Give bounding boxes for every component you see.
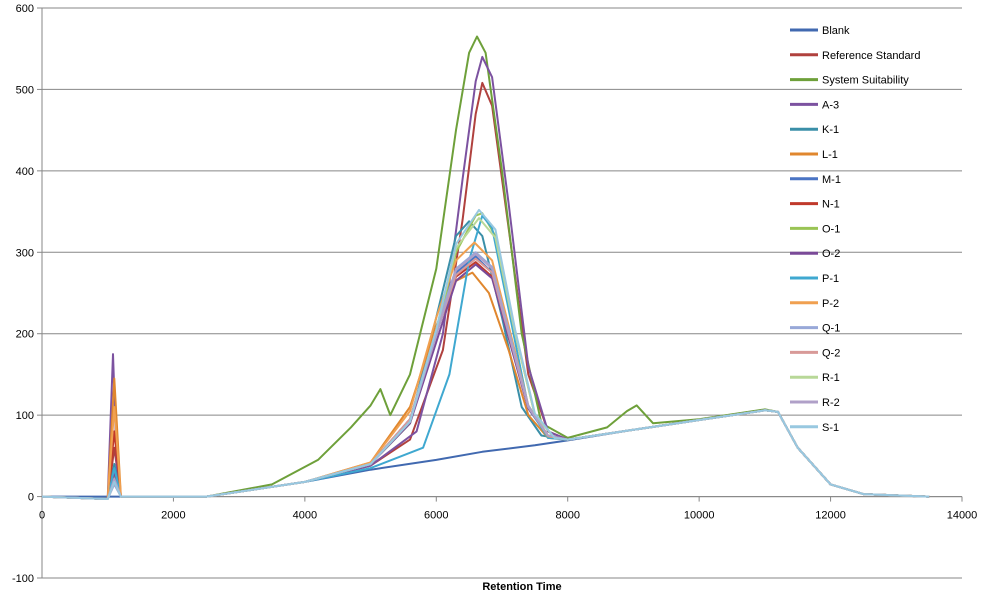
legend-label-m-1: M-1: [822, 174, 841, 186]
series-line-reference-standard: [41, 81, 930, 500]
series-line-q-2: [41, 257, 930, 500]
legend-label-p-1: P-1: [822, 273, 839, 285]
x-tick-label-2: 4000: [293, 510, 317, 522]
y-tick-label-5: 400: [16, 166, 34, 178]
legend-label-l-1: L-1: [822, 149, 838, 161]
legend-label-o-1: O-1: [822, 223, 840, 235]
x-tick-label-7: 14000: [947, 510, 978, 522]
y-tick-label-6: 500: [16, 84, 34, 96]
legend: Blank Reference Standard System Suitabilit…: [790, 25, 920, 434]
tick-labels: 0 2000 4000 6000 8000 10000 12000 14000 -100 0 100…: [12, 3, 977, 585]
legend-label-a-3: A-3: [822, 99, 839, 111]
legend-label-q-1: Q-1: [822, 323, 840, 335]
series-lines: [41, 35, 930, 500]
x-axis-title: Retention Time: [482, 581, 561, 593]
series-line-blank: [42, 409, 930, 498]
series-line-s-1: [41, 208, 930, 500]
series-line-l-1: [41, 271, 930, 500]
series-line-p-1: [41, 214, 930, 500]
legend-label-r-2: R-2: [822, 397, 840, 409]
y-tick-label-0: -100: [12, 573, 34, 585]
legend-label-r-1: R-1: [822, 372, 840, 384]
legend-label-s-1: S-1: [822, 422, 839, 434]
legend-label-q-2: Q-2: [822, 347, 840, 359]
y-tick-label-2: 100: [16, 410, 34, 422]
y-tick-label-4: 300: [16, 247, 34, 259]
series-line-o-2: [41, 263, 930, 500]
legend-label-blank: Blank: [822, 25, 850, 37]
x-tick-label-6: 12000: [815, 510, 846, 522]
x-tick-label-1: 2000: [161, 510, 185, 522]
series-line-n-1: [41, 261, 930, 500]
y-tick-label-1: 0: [28, 492, 34, 504]
series-line-o-1: [41, 212, 930, 500]
legend-label-o-2: O-2: [822, 248, 840, 260]
x-tick-label-5: 10000: [684, 510, 715, 522]
x-tick-label-0: 0: [39, 510, 45, 522]
y-tick-label-3: 200: [16, 329, 34, 341]
x-tick-label-4: 8000: [555, 510, 579, 522]
gridlines: [42, 7, 962, 579]
legend-label-reference-standard: Reference Standard: [822, 50, 920, 62]
legend-label-n-1: N-1: [822, 199, 840, 211]
x-tick-label-3: 6000: [424, 510, 448, 522]
legend-label-k-1: K-1: [822, 124, 839, 136]
y-tick-label-7: 600: [16, 3, 34, 15]
legend-label-system-suitability: System Suitability: [822, 75, 909, 87]
legend-label-p-2: P-2: [822, 298, 839, 310]
series-line-p-2: [41, 241, 930, 500]
